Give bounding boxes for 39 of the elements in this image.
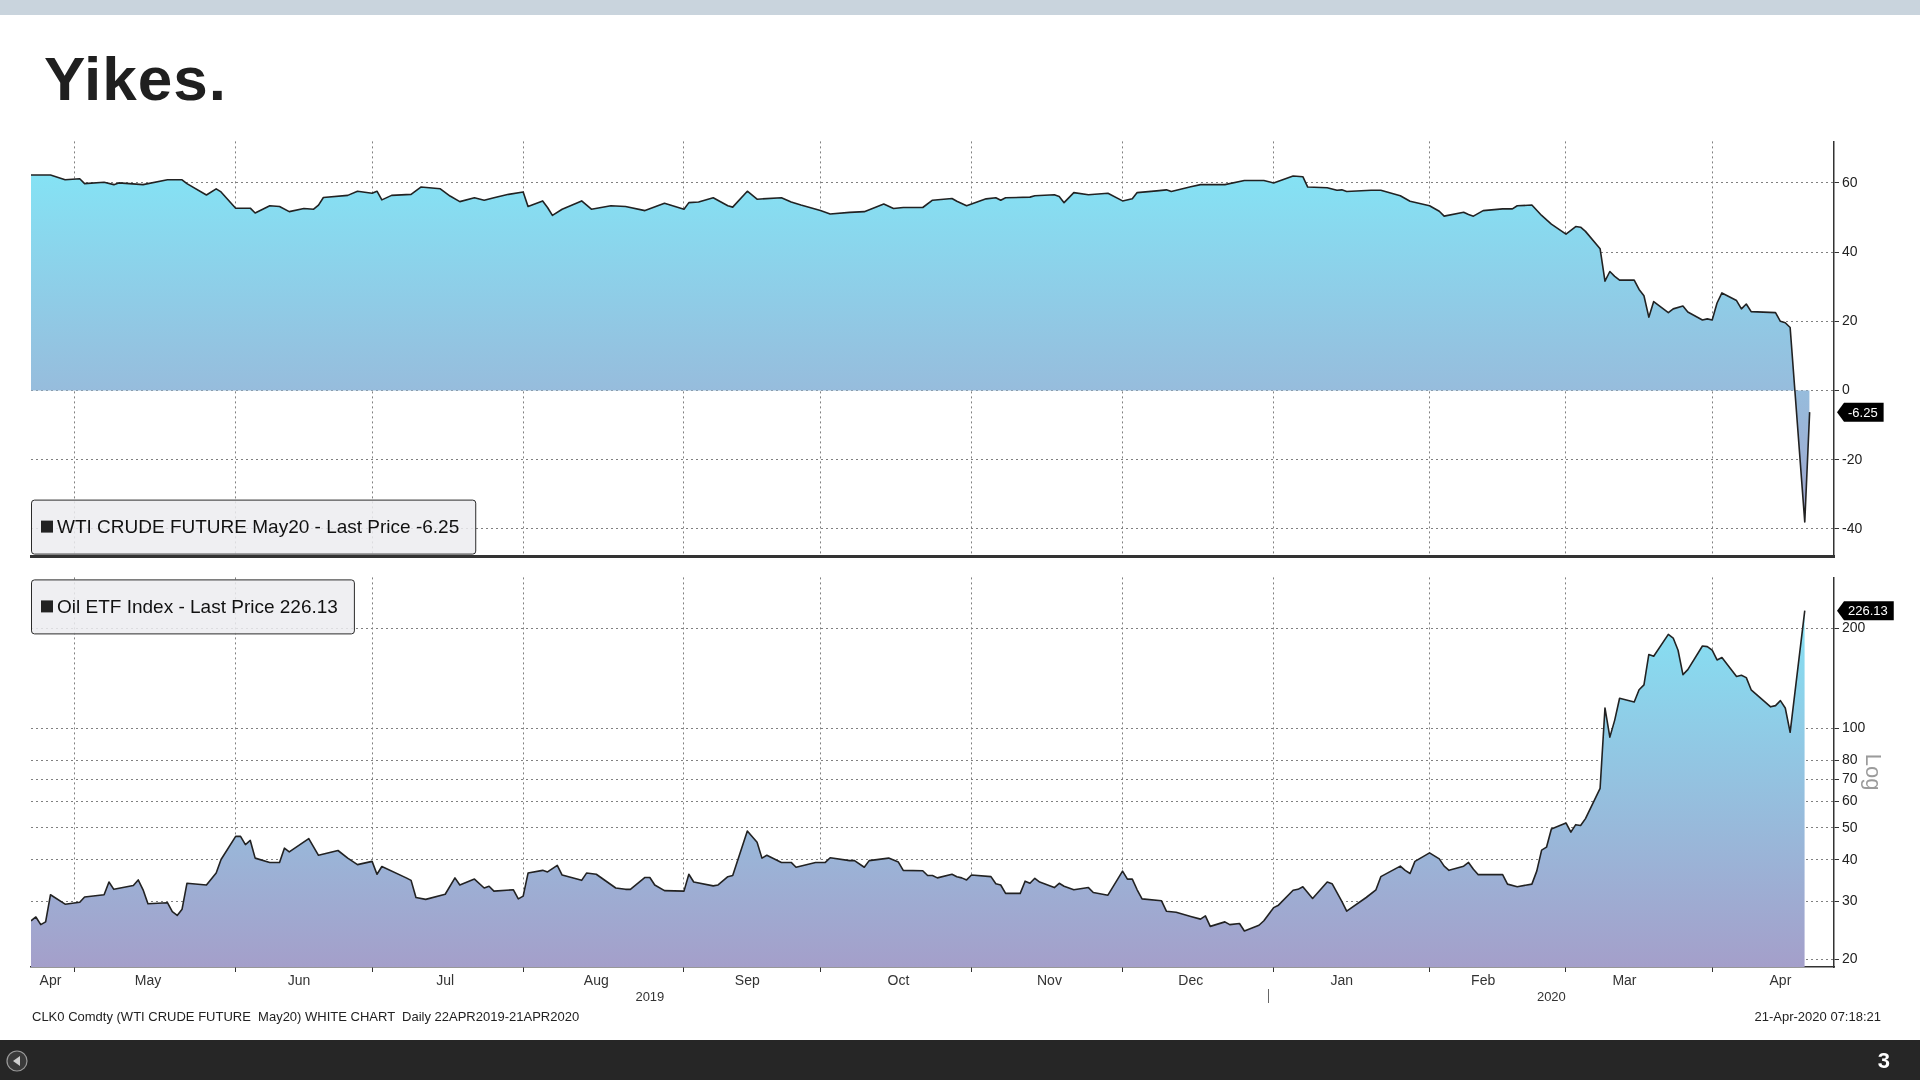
y-tick-label: -40: [1842, 519, 1863, 536]
x2-tick-label: 2019: [635, 989, 665, 1005]
y-tick-label: 20: [1842, 312, 1858, 329]
x-tick-label: Dec: [1178, 972, 1204, 989]
y-tick-label: 40: [1842, 242, 1858, 259]
x-tick-label: Jan: [1330, 972, 1354, 989]
y-tick-label: 80: [1842, 751, 1858, 768]
x2-tick-label: 2020: [1536, 989, 1566, 1005]
y-tick-label: 40: [1842, 850, 1858, 867]
x-tick-label: May: [134, 972, 162, 989]
x-tick-label: Jul: [436, 972, 455, 989]
x-tick-label: Apr: [1769, 972, 1792, 989]
text: 3: [1877, 1048, 1890, 1074]
y-tick-label: 50: [1842, 818, 1858, 835]
x-tick-label: Mar: [1612, 972, 1637, 989]
y-tick-label: 30: [1842, 892, 1858, 909]
y-tick-label: 60: [1842, 792, 1858, 809]
y-tick-label: 200: [1842, 619, 1866, 636]
x-tick-label: Nov: [1037, 972, 1062, 989]
text: -6.25: [1848, 404, 1878, 420]
x-tick-label: Jun: [287, 972, 311, 989]
text: 226.13: [1848, 603, 1888, 619]
x-tick-label: Sep: [734, 972, 760, 989]
y-tick-label: 100: [1842, 718, 1866, 735]
x-tick-label: Feb: [1471, 972, 1496, 989]
chart-title: Yikes.: [44, 44, 227, 113]
text: CLK0 Comdty (WTI CRUDE FUTURE May20) WHITE CHART Daily 22APR2019-21APR2020: [32, 1009, 580, 1024]
x-tick-label: Apr: [39, 972, 62, 989]
y-tick-label: -20: [1842, 450, 1863, 467]
x-tick-label: Aug: [583, 972, 609, 989]
y-tick-label: 0: [1842, 381, 1850, 398]
y-axis-title: Log: [1860, 753, 1886, 791]
y-tick-label: 70: [1842, 770, 1858, 787]
legend-label: WTI CRUDE FUTURE May20 - Last Price -6.25: [57, 515, 460, 537]
y-tick-label: 60: [1842, 173, 1858, 190]
text: 21-Apr-2020 07:18:21: [1754, 1009, 1881, 1024]
x-tick-label: Oct: [887, 972, 910, 989]
y-tick-label: 20: [1842, 950, 1858, 967]
legend-label: Oil ETF Index - Last Price 226.13: [57, 595, 338, 617]
